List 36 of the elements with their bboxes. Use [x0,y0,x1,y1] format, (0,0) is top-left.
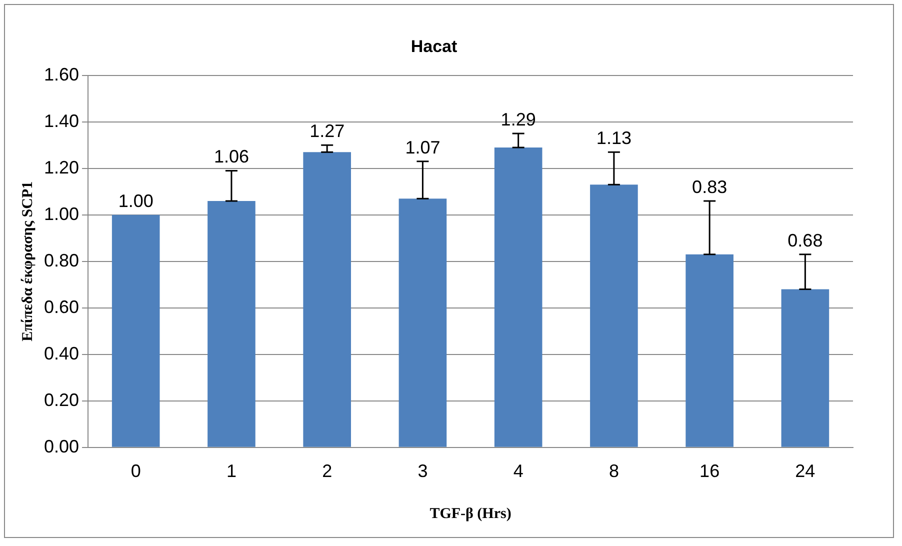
y-tick-label: 0.80 [44,250,80,270]
y-tick-label: 1.60 [44,64,80,84]
data-label: 1.07 [405,137,440,158]
bar [398,198,447,447]
bar [208,200,256,447]
y-tick-label: 0.20 [44,390,80,410]
bar [590,184,638,447]
x-tick-label: 3 [418,461,428,482]
x-tick-label: 0 [130,461,141,482]
x-tick-label: 2 [322,461,332,482]
data-label: 1.00 [118,190,154,211]
y-tick-label: 0.00 [44,436,80,456]
chart-title: Hacat [410,36,458,56]
data-label: 0.83 [692,176,728,197]
data-label: 1.06 [214,146,249,167]
y-tick-label: 0.40 [44,343,80,364]
y-tick-label: 1.40 [44,110,80,131]
x-tick-label: 4 [513,461,524,482]
y-tick-label: 0.60 [44,296,80,317]
data-label: 1.13 [596,128,632,148]
y-tick-label: 1.20 [44,157,80,178]
x-tick-label: 24 [795,461,816,482]
bar [112,214,160,447]
x-tick-label: 1 [226,461,236,482]
data-label: 1.27 [310,121,345,142]
bar [494,147,542,447]
y-axis-title: Επίπεδα έκφρασης SCP1 [20,181,36,342]
bar [781,289,830,447]
x-axis-title: TGF-β (Hrs) [430,506,512,522]
x-tick-label: 16 [700,461,720,482]
bar [686,254,734,447]
bar [303,152,351,447]
data-label: 1.29 [500,109,536,130]
data-label: 0.68 [788,230,823,250]
y-tick-label: 1.00 [44,204,80,224]
x-tick-label: 8 [608,461,619,482]
